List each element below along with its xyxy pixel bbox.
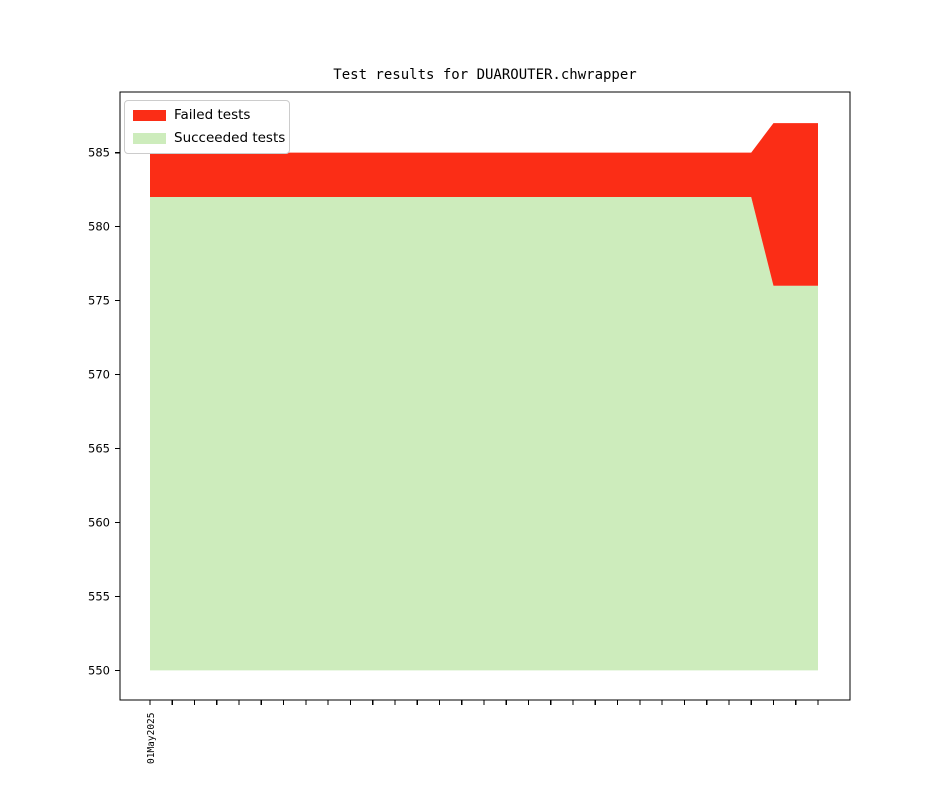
y-tick-label: 550 (88, 663, 110, 677)
y-tick-label: 560 (88, 515, 110, 529)
chart-title: Test results for DUAROUTER.chwrapper (333, 67, 637, 83)
legend-entry-succeeded: Succeeded tests (133, 130, 285, 147)
legend-entry-failed: Failed tests (133, 107, 280, 124)
succeeded-tests-area (150, 197, 818, 671)
y-tick-label: 565 (88, 442, 110, 456)
y-tick-label: 575 (88, 294, 110, 308)
failed-tests-area (150, 123, 818, 286)
y-tick-label: 585 (88, 146, 110, 160)
y-tick-label: 580 (88, 220, 110, 234)
legend-label-succeeded: Succeeded tests (174, 130, 286, 146)
succeeded-tests-swatch (133, 133, 166, 144)
y-tick-label: 570 (88, 368, 110, 382)
legend-label-failed: Failed tests (174, 107, 251, 123)
x-tick-label-date: 01May2025 (146, 713, 157, 764)
failed-tests-swatch (133, 110, 166, 121)
axes-spines (119, 91, 851, 701)
legend: Failed tests Succeeded tests (124, 100, 290, 154)
y-tick-label: 555 (88, 589, 110, 603)
